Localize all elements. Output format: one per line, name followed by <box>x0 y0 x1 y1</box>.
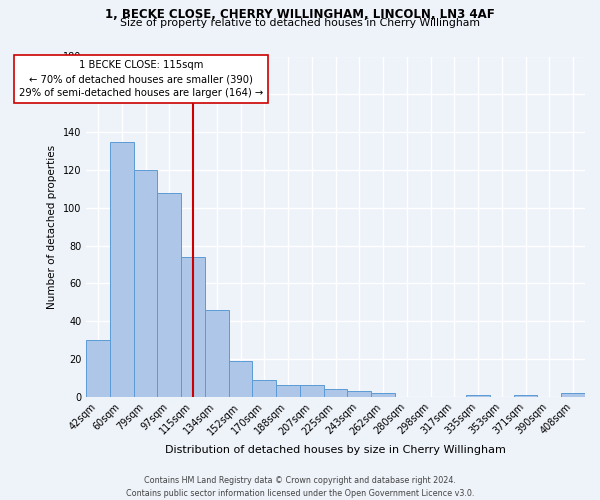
Bar <box>371 393 395 397</box>
Bar <box>134 170 157 397</box>
Text: Size of property relative to detached houses in Cherry Willingham: Size of property relative to detached ho… <box>120 18 480 28</box>
Bar <box>466 395 490 397</box>
X-axis label: Distribution of detached houses by size in Cherry Willingham: Distribution of detached houses by size … <box>165 445 506 455</box>
Bar <box>300 386 324 397</box>
Bar <box>324 389 347 397</box>
Bar <box>86 340 110 397</box>
Text: Contains HM Land Registry data © Crown copyright and database right 2024.
Contai: Contains HM Land Registry data © Crown c… <box>126 476 474 498</box>
Bar <box>110 142 134 397</box>
Bar <box>276 386 300 397</box>
Bar <box>253 380 276 397</box>
Text: 1, BECKE CLOSE, CHERRY WILLINGHAM, LINCOLN, LN3 4AF: 1, BECKE CLOSE, CHERRY WILLINGHAM, LINCO… <box>105 8 495 20</box>
Bar <box>181 257 205 397</box>
Y-axis label: Number of detached properties: Number of detached properties <box>47 144 57 308</box>
Text: 1 BECKE CLOSE: 115sqm
← 70% of detached houses are smaller (390)
29% of semi-det: 1 BECKE CLOSE: 115sqm ← 70% of detached … <box>19 60 263 98</box>
Bar <box>229 361 253 397</box>
Bar <box>347 391 371 397</box>
Bar <box>561 393 585 397</box>
Bar <box>514 395 538 397</box>
Bar <box>157 192 181 397</box>
Bar <box>205 310 229 397</box>
